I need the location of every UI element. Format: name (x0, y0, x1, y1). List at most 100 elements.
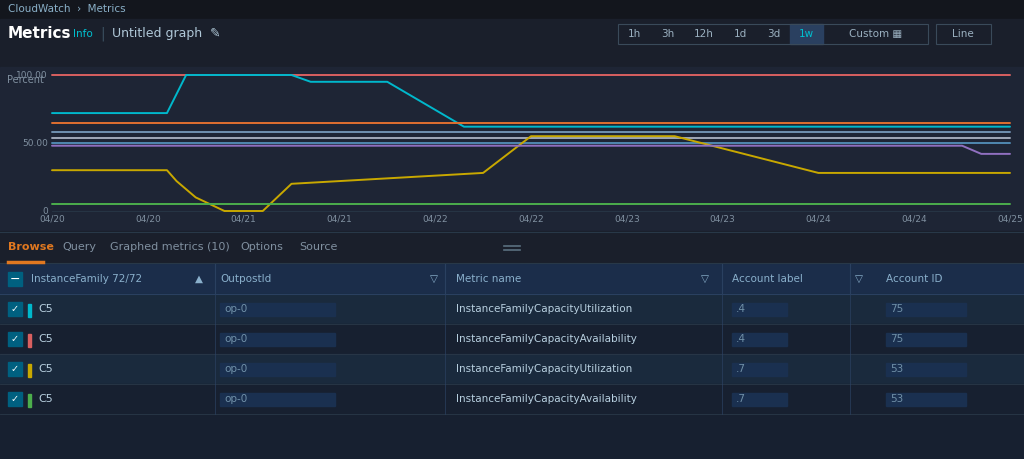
Text: 100.00: 100.00 (16, 71, 48, 79)
Text: Untitled graph  ✎: Untitled graph ✎ (112, 28, 220, 40)
Text: C5: C5 (38, 334, 53, 344)
Text: 12h: 12h (694, 29, 714, 39)
Text: InstanceFamilyCapacityAvailability: InstanceFamilyCapacityAvailability (456, 394, 637, 404)
Text: ▽: ▽ (701, 274, 710, 284)
Text: Info: Info (73, 29, 93, 39)
Text: 04/20: 04/20 (135, 215, 161, 224)
Bar (0, 294, 1024, 324)
Bar (8, 302, 22, 316)
Bar (0, 67, 1024, 231)
Text: 04/22: 04/22 (518, 215, 544, 224)
Text: 04/24: 04/24 (901, 215, 927, 224)
Text: 04/25: 04/25 (997, 215, 1023, 224)
Text: ✓: ✓ (11, 364, 19, 374)
Text: ▽: ▽ (855, 274, 863, 284)
Text: .7: .7 (736, 364, 746, 374)
Bar (0, 324, 1024, 354)
Bar (0, 49, 1024, 67)
Text: InstanceFamilyCapacityAvailability: InstanceFamilyCapacityAvailability (456, 334, 637, 344)
Text: ✓: ✓ (11, 394, 19, 404)
Text: Graphed metrics (10): Graphed metrics (10) (111, 242, 230, 252)
Bar (886, 363, 966, 376)
Text: op-0: op-0 (224, 334, 248, 344)
Text: op-0: op-0 (224, 304, 248, 314)
Text: ▽: ▽ (430, 274, 438, 284)
Text: 3d: 3d (767, 29, 780, 39)
Text: ▲: ▲ (195, 274, 203, 284)
Text: 0: 0 (42, 207, 48, 215)
Text: op-0: op-0 (224, 394, 248, 404)
Bar (618, 24, 928, 44)
Text: 04/21: 04/21 (230, 215, 256, 224)
Bar (732, 333, 787, 346)
Bar (0, 354, 1024, 384)
Bar (0, 264, 1024, 294)
Text: 50.00: 50.00 (23, 139, 48, 147)
Bar (732, 303, 787, 316)
Text: 04/24: 04/24 (806, 215, 831, 224)
Bar (886, 393, 966, 406)
Bar (220, 363, 335, 376)
Text: 04/23: 04/23 (614, 215, 640, 224)
Text: Account label: Account label (732, 274, 803, 284)
Bar (0, 384, 1024, 414)
Text: 53: 53 (890, 394, 903, 404)
Text: 53: 53 (890, 364, 903, 374)
Text: 04/23: 04/23 (710, 215, 735, 224)
Bar (732, 363, 787, 376)
Text: Custom ▦: Custom ▦ (849, 29, 902, 39)
Text: Percent: Percent (7, 75, 44, 85)
Text: C5: C5 (38, 304, 53, 314)
Bar (8, 272, 22, 286)
Text: OutpostId: OutpostId (220, 274, 271, 284)
Text: InstanceFamilyCapacityUtilization: InstanceFamilyCapacityUtilization (456, 304, 632, 314)
Text: ✓: ✓ (11, 334, 19, 344)
Text: Account ID: Account ID (886, 274, 942, 284)
Bar (886, 333, 966, 346)
Text: −: − (10, 273, 20, 285)
Text: 75: 75 (890, 334, 903, 344)
Bar (732, 393, 787, 406)
Text: C5: C5 (38, 364, 53, 374)
Text: |: | (100, 27, 104, 41)
Text: InstanceFamilyCapacityUtilization: InstanceFamilyCapacityUtilization (456, 364, 632, 374)
Bar (28, 304, 31, 317)
Text: Query: Query (62, 242, 97, 252)
Text: .7: .7 (736, 394, 746, 404)
Text: 1h: 1h (628, 29, 641, 39)
Text: InstanceFamily 72/72: InstanceFamily 72/72 (31, 274, 142, 284)
Text: Browse: Browse (8, 242, 54, 252)
Text: Metric name: Metric name (456, 274, 521, 284)
Text: 04/20: 04/20 (39, 215, 65, 224)
Bar (790, 24, 823, 44)
Bar (220, 333, 335, 346)
Text: CloudWatch  ›  Metrics: CloudWatch › Metrics (8, 5, 126, 15)
Bar (0, 0, 1024, 19)
Bar (886, 303, 966, 316)
Bar (8, 332, 22, 346)
Text: .4: .4 (736, 304, 746, 314)
Text: op-0: op-0 (224, 364, 248, 374)
Text: Source: Source (299, 242, 337, 252)
Text: 1d: 1d (734, 29, 748, 39)
Text: ✓: ✓ (11, 304, 19, 314)
Bar (220, 393, 335, 406)
Bar (28, 394, 31, 407)
Bar (8, 362, 22, 376)
Bar (0, 19, 1024, 49)
Bar (220, 303, 335, 316)
Text: .4: .4 (736, 334, 746, 344)
Bar (28, 334, 31, 347)
Bar (936, 24, 991, 44)
Text: 04/21: 04/21 (327, 215, 352, 224)
Text: 75: 75 (890, 304, 903, 314)
Text: Metrics: Metrics (8, 27, 72, 41)
Text: 04/22: 04/22 (422, 215, 449, 224)
Text: 1w: 1w (799, 29, 814, 39)
Text: Options: Options (241, 242, 284, 252)
Bar (0, 414, 1024, 459)
Text: 3h: 3h (660, 29, 674, 39)
Text: Line: Line (952, 29, 974, 39)
Bar (28, 364, 31, 377)
Bar (8, 392, 22, 406)
